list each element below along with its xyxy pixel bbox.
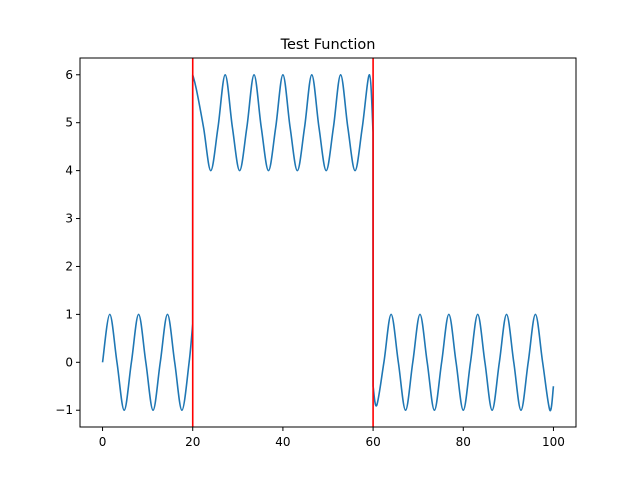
y-tick-label: 5 <box>65 116 73 130</box>
y-tick-label: 2 <box>65 259 73 273</box>
y-tick-label: 3 <box>65 212 73 226</box>
y-tick-label: 6 <box>65 68 73 82</box>
x-axis: 0 20 40 60 80 100 <box>99 427 565 449</box>
chart-title: Test Function <box>280 37 376 53</box>
y-tick-label: 1 <box>65 307 73 321</box>
y-tick-label: −1 <box>55 403 73 417</box>
x-tick-label: 0 <box>99 435 107 449</box>
plot-frame <box>79 57 577 428</box>
y-tick-label: 4 <box>65 164 73 178</box>
series-line-0 <box>101 73 555 412</box>
x-tick-label: 20 <box>185 435 200 449</box>
y-tick-label: 0 <box>65 355 73 369</box>
x-tick-label: 40 <box>275 435 290 449</box>
x-tick-label: 80 <box>456 435 471 449</box>
x-tick-label: 100 <box>542 435 565 449</box>
y-axis: −1 0 1 2 3 4 5 6 <box>55 68 80 417</box>
x-tick-label: 60 <box>365 435 380 449</box>
